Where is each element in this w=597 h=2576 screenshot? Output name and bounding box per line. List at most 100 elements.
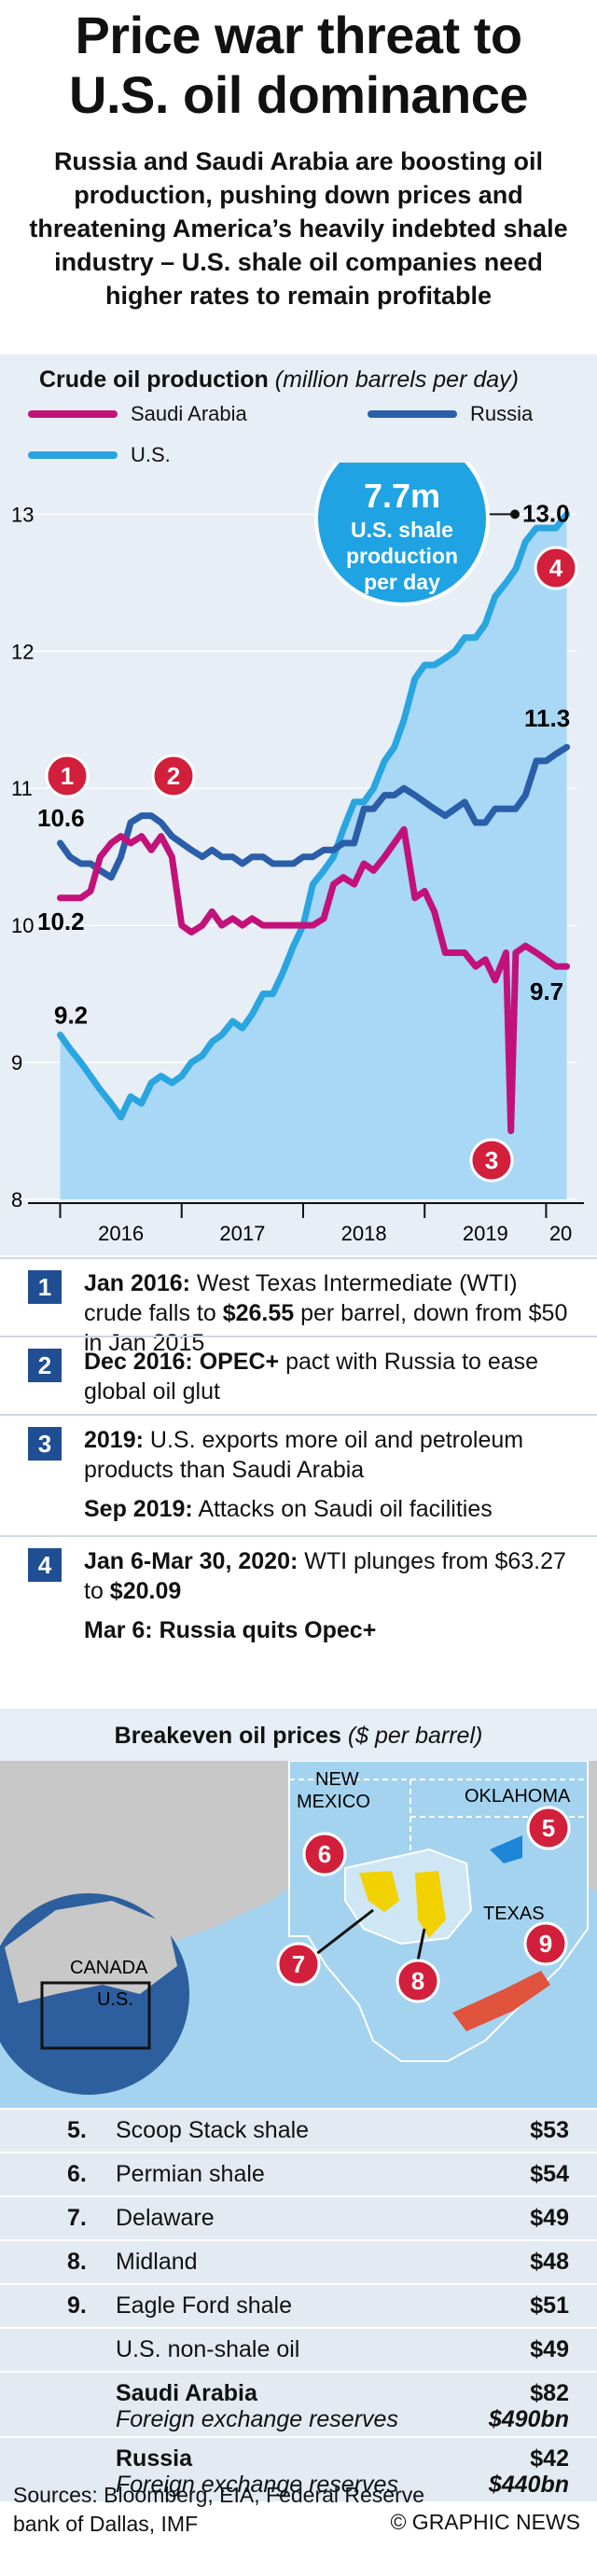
table-row: 7. Delaware $49 (0, 2197, 597, 2241)
label-russia-end: 11.3 (524, 704, 570, 732)
map-label-new-mexico-1: NEW (315, 1769, 359, 1790)
map-label-oklahoma: OKLAHOMA (465, 1786, 571, 1807)
globe-focus-box (40, 1981, 151, 2050)
event-marker-4: 4 (534, 546, 578, 590)
legend-label-us: U.S. (131, 443, 171, 466)
marker-circle (396, 1959, 440, 2003)
row-label: Russia (116, 2445, 192, 2472)
us-map: CANADA U.S. NEW MEXICO OKLAHOMA TEXAS 5 6… (0, 1761, 597, 2108)
row-label: U.S. non-shale oil (116, 2336, 300, 2362)
event-item: 3 2019: U.S. exports more oil and petrole… (0, 1414, 597, 1537)
table-row: 9. Eagle Ford shale $51 (0, 2285, 597, 2329)
marker-circle (534, 546, 578, 590)
legend-swatch-russia (368, 410, 457, 418)
marker-number: 5 (542, 1814, 555, 1842)
table-row: Russia $42 Foreign exchange reserves $440bn (0, 2438, 597, 2503)
marker-number: 9 (539, 1930, 552, 1958)
event-item: 1 Jan 2016: West Texas Intermediate (WTI)… (0, 1257, 597, 1356)
title-line-2: U.S. oil dominance (69, 65, 528, 124)
event-item: 2 Dec 2016: OPEC+ pact with Russia to eas… (0, 1336, 597, 1416)
row-value: $51 (530, 2292, 569, 2319)
row-value: $53 (530, 2117, 569, 2143)
label-russia-start: 10.6 (37, 804, 85, 832)
sources-text: Sources: Bloomberg, EIA, Federal Reserve… (13, 2483, 425, 2536)
marker-number: 8 (411, 1967, 424, 1995)
marker-number: 2 (167, 762, 180, 790)
table-row: Saudi Arabia $82 Foreign exchange reserves… (0, 2373, 597, 2438)
event-number-badge: 1 (28, 1270, 62, 1304)
marker-number: 3 (485, 1146, 498, 1174)
row-label: Scoop Stack shale (116, 2117, 310, 2143)
table-row: 5. Scoop Stack shale $53 (0, 2110, 597, 2154)
x-tick-label: 2017 (219, 1222, 265, 1245)
legend-saudi: Saudi Arabia (28, 402, 247, 426)
label-us-start: 9.2 (54, 1002, 88, 1030)
map-label-new-mexico-2: MEXICO (297, 1792, 370, 1812)
row-sublabel: Foreign exchange reserves (116, 2406, 398, 2432)
row-value: $49 (530, 2205, 569, 2231)
y-tick-label: 10 (11, 914, 34, 937)
x-tick-label: 2016 (98, 1222, 144, 1245)
marker-circle (523, 1921, 568, 1966)
marker-number: 1 (61, 762, 74, 790)
table-row: 6. Permian shale $54 (0, 2154, 597, 2197)
map-title: Breakeven oil prices ($ per barrel) (114, 1723, 483, 1749)
marker-circle (151, 754, 196, 798)
row-value: $54 (530, 2161, 569, 2187)
row-value: $42 (530, 2445, 569, 2472)
x-tick-label: 2019 (463, 1222, 508, 1245)
legend-label-russia: Russia (470, 402, 534, 425)
midland-basin (415, 1871, 446, 1938)
legend-swatch-us (28, 451, 118, 459)
callout-text-3: per day (364, 570, 440, 594)
chart-title: Crude oil production (million barrels pe… (39, 367, 519, 393)
row-subvalue: $490bn (488, 2406, 569, 2432)
event-text: Jan 2016: West Texas Intermediate (WTI) … (84, 1270, 568, 1356)
row-number: 6. (67, 2161, 87, 2187)
row-sublabel: Foreign exchange reserves (116, 2472, 398, 2498)
y-tick-label: 11 (11, 777, 33, 800)
row-subvalue: $440bn (488, 2472, 569, 2498)
callout-leader-dot (510, 509, 520, 519)
table-row: 8. Midland $48 (0, 2241, 597, 2285)
legend-russia: Russia (368, 402, 533, 426)
event-text: Mar 6: Russia quits Opec+ (84, 1617, 377, 1643)
callout-value: 7.7m (364, 477, 440, 515)
row-number: 9. (67, 2292, 87, 2319)
row-number: 7. (67, 2205, 87, 2231)
event-text: Dec 2016: OPEC+ pact with Russia to ease… (84, 1349, 539, 1405)
row-label: Saudi Arabia (116, 2380, 257, 2406)
marker-number: 4 (549, 554, 563, 582)
y-tick-label: 8 (11, 1188, 22, 1212)
globe-land (5, 1901, 177, 2003)
us-area-fill (60, 514, 567, 1199)
row-number: 8. (67, 2249, 87, 2275)
title-line-1: Price war threat to (75, 6, 522, 64)
y-tick-label: 12 (11, 640, 34, 663)
event-item: 4 Jan 6-Mar 30, 2020: WTI plunges from $6… (0, 1535, 597, 1651)
y-tick-label: 13 (11, 503, 34, 526)
row-label: Midland (116, 2249, 198, 2275)
marker-circle (469, 1138, 514, 1183)
map-arrow (314, 1908, 374, 1957)
marker-number: 7 (292, 1950, 305, 1978)
label-saudi-end: 9.7 (530, 977, 563, 1005)
row-value: $49 (530, 2336, 569, 2362)
permian-basin (344, 1848, 473, 1946)
marker-circle (526, 1806, 571, 1850)
marker-number: 6 (318, 1840, 331, 1868)
callout-bubble (314, 463, 490, 606)
delaware-basin (359, 1871, 399, 1912)
row-label: Permian shale (116, 2161, 265, 2187)
table-row: U.S. non-shale oil $49 (0, 2329, 597, 2373)
map-label-texas: TEXAS (483, 1904, 545, 1924)
marker-circle (276, 1942, 321, 1987)
x-tick-label: 2018 (341, 1222, 387, 1245)
row-label: Delaware (116, 2205, 215, 2231)
event-text: 2019: U.S. exports more oil and petroleu… (84, 1427, 524, 1483)
series-line-u-s- (57, 510, 571, 1121)
map-marker-8: 8 (396, 1959, 440, 2003)
map-marker-6: 6 (302, 1832, 347, 1877)
